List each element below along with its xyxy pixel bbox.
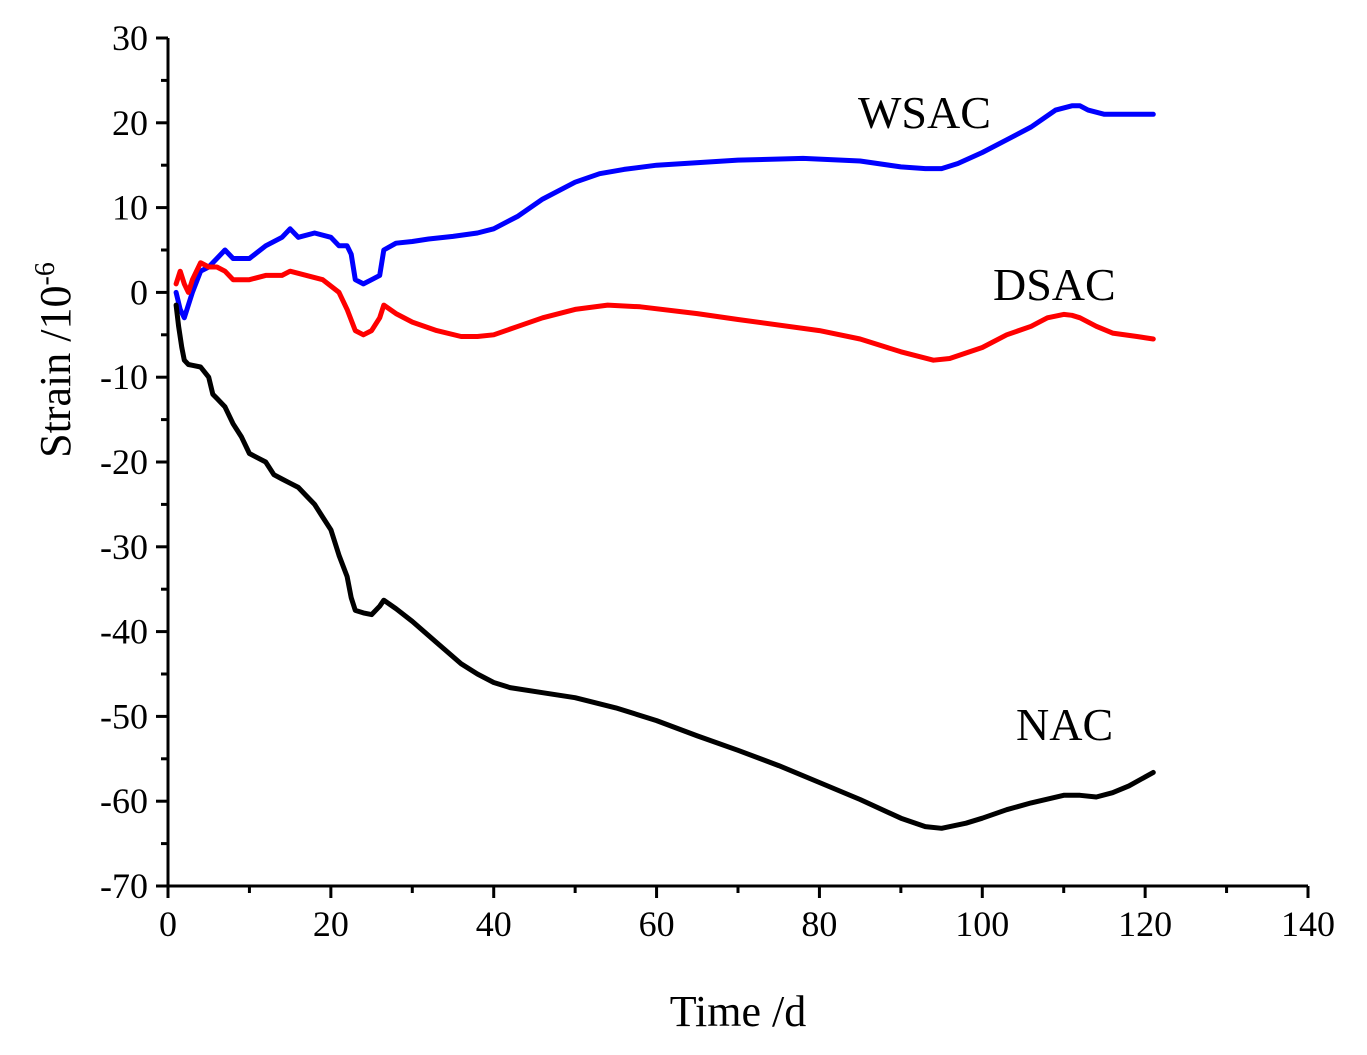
- series-label-dsac: DSAC: [993, 259, 1116, 310]
- y-tick-label: 0: [130, 272, 148, 312]
- y-axis-ticks: 30 20 10 0 -10 -20 -30 -40 -50 -60 -70: [100, 18, 168, 906]
- y-tick-label: -60: [100, 781, 148, 821]
- x-tick-label: 100: [955, 904, 1009, 944]
- y-tick-label: -10: [100, 357, 148, 397]
- plot-frame: [166, 38, 1308, 888]
- series-label-nac: NAC: [1016, 699, 1113, 750]
- y-tick-label: -50: [100, 696, 148, 736]
- y-tick-label: -20: [100, 442, 148, 482]
- series-line-wsac: [173, 103, 1156, 321]
- y-tick-label: 20: [112, 103, 148, 143]
- x-tick-label: 140: [1281, 904, 1335, 944]
- y-axis-title-main: Strain /10: [31, 286, 80, 458]
- x-tick-label: 40: [476, 904, 512, 944]
- y-tick-label: -40: [100, 612, 148, 652]
- x-tick-label: 0: [159, 904, 177, 944]
- y-axis-title: Strain /10-6: [30, 262, 80, 458]
- y-tick-label: -30: [100, 527, 148, 567]
- y-tick-label: 30: [112, 18, 148, 58]
- x-tick-label: 80: [801, 904, 837, 944]
- y-tick-label: 10: [112, 188, 148, 228]
- x-tick-label: 60: [639, 904, 675, 944]
- series-line-dsac: [173, 260, 1156, 363]
- x-axis-ticks: 0 20 40 60 80 100 120 140: [159, 886, 1335, 944]
- x-tick-label: 20: [313, 904, 349, 944]
- y-axis-title-exponent: -6: [30, 262, 61, 285]
- series-lines: [173, 103, 1156, 831]
- series-line-nac: [173, 302, 1156, 831]
- y-tick-label: -70: [100, 866, 148, 906]
- x-tick-label: 120: [1118, 904, 1172, 944]
- series-label-wsac: WSAC: [858, 87, 991, 138]
- x-axis-title: Time /d: [670, 987, 807, 1036]
